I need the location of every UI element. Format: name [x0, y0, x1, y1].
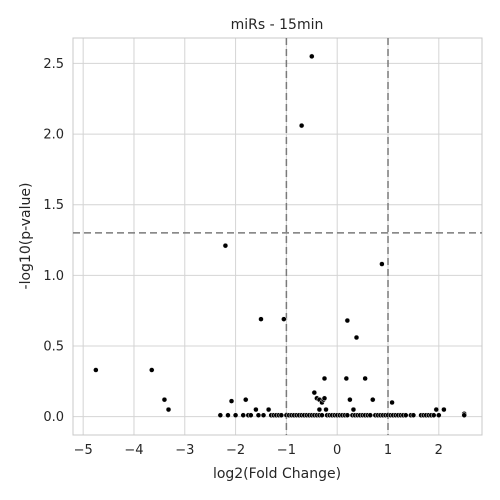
data-point: [461, 412, 467, 418]
data-point: [258, 316, 264, 322]
data-point: [248, 412, 254, 418]
data-point: [430, 412, 437, 418]
data-point: [367, 412, 373, 418]
y-tick-label: 1.5: [43, 198, 64, 213]
y-tick-label: 2.5: [43, 57, 64, 72]
data-point: [441, 406, 447, 413]
x-tick-label: 2: [435, 443, 443, 458]
plot-frame: [72, 37, 483, 436]
data-point: [353, 334, 360, 341]
data-point: [93, 367, 99, 373]
data-point: [362, 375, 368, 382]
grid: [73, 38, 482, 435]
data-point: [311, 389, 318, 396]
y-tick-label: 2.0: [43, 128, 64, 143]
data-point: [309, 53, 315, 60]
data-point: [433, 406, 440, 413]
data-point: [265, 406, 272, 413]
data-point: [228, 398, 235, 404]
data-points: [93, 53, 467, 418]
data-point: [165, 406, 172, 413]
data-point: [350, 406, 357, 413]
y-axis-label: -log10(p-value): [18, 183, 34, 290]
data-point: [217, 412, 224, 418]
data-point: [278, 412, 285, 418]
data-point: [240, 412, 246, 418]
y-axis-ticks: 0.0 0.5 1.0 1.5 2.0 2.5: [43, 57, 64, 425]
data-point: [436, 412, 442, 418]
x-tick-label: −5: [74, 443, 93, 458]
data-point: [260, 412, 267, 418]
x-tick-label: −3: [175, 443, 194, 458]
data-point: [321, 375, 328, 382]
data-point: [232, 412, 239, 418]
data-point: [161, 396, 168, 403]
x-tick-label: −1: [277, 443, 296, 458]
x-axis-label: log2(Fold Change): [213, 466, 341, 482]
data-point: [242, 396, 249, 403]
data-point: [389, 399, 395, 406]
data-point: [225, 412, 231, 418]
data-point: [255, 412, 262, 418]
thresholds: [73, 38, 482, 435]
data-point: [253, 406, 259, 413]
data-point: [316, 406, 323, 413]
data-point: [403, 412, 409, 418]
chart-title: miRs - 15min: [231, 17, 324, 33]
data-point: [344, 412, 351, 418]
data-point: [319, 412, 325, 418]
y-tick-label: 1.0: [43, 269, 64, 284]
x-axis-ticks: −5 −4 −3 −2 −1 0 1 2: [74, 443, 443, 458]
data-point: [281, 316, 287, 322]
data-point: [343, 375, 350, 382]
x-tick-label: −4: [124, 443, 143, 458]
data-point: [298, 122, 305, 129]
y-tick-label: 0.0: [43, 410, 64, 425]
data-point: [347, 396, 353, 403]
data-point: [321, 395, 328, 402]
data-point: [222, 242, 229, 249]
data-point: [370, 396, 376, 403]
y-tick-label: 0.5: [43, 339, 64, 354]
data-point: [149, 367, 155, 373]
x-tick-label: −2: [226, 443, 245, 458]
data-point: [410, 412, 417, 418]
x-tick-label: 1: [384, 443, 392, 458]
data-point: [344, 317, 351, 324]
data-point: [379, 261, 385, 267]
x-tick-label: 0: [333, 443, 341, 458]
data-point: [323, 406, 329, 413]
